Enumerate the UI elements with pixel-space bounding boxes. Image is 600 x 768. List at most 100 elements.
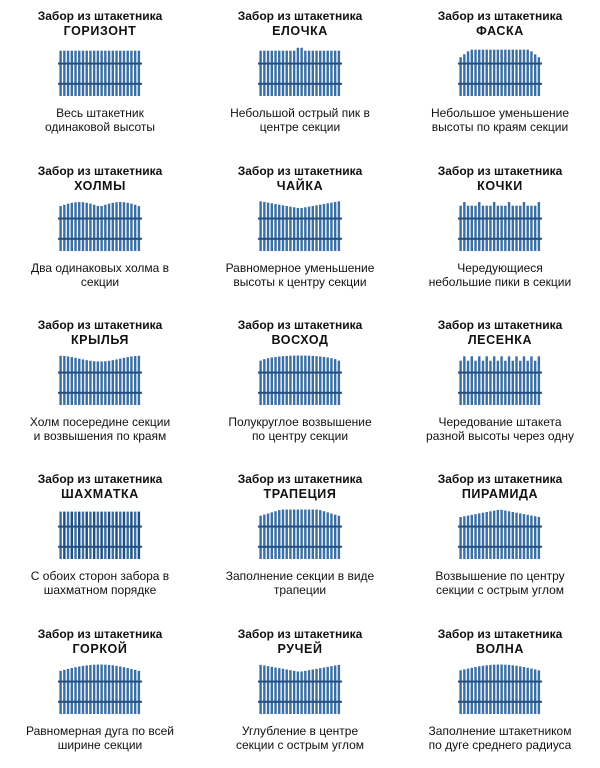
card-title: Забор из штакетника (37, 164, 163, 178)
picket (259, 664, 262, 714)
picket (92, 204, 96, 251)
picket (85, 511, 88, 559)
picket (89, 360, 92, 405)
picket (504, 205, 507, 251)
picket (107, 203, 111, 251)
picket (281, 668, 285, 714)
card-title: Забор из штакетника (237, 627, 363, 641)
fence-rail (58, 700, 142, 703)
picket (259, 515, 262, 559)
picket (85, 50, 88, 96)
picket (511, 360, 515, 405)
picket (78, 358, 81, 405)
fence-description: Чередующиеся небольшие пики в секции (428, 261, 572, 289)
picket (322, 356, 326, 405)
picket (100, 206, 103, 251)
picket (74, 50, 77, 96)
picket (119, 202, 122, 251)
picket (300, 207, 303, 251)
picket (289, 206, 292, 251)
fence-rail (58, 371, 142, 374)
picket (137, 206, 141, 251)
fence-card: Забор из штакетника ГОРКОЙ Равномерная д… (0, 627, 200, 752)
picket (474, 667, 477, 714)
fence-type-name: ЧАЙКА (276, 179, 324, 193)
picket (500, 664, 503, 714)
picket (489, 664, 492, 714)
picket (326, 357, 329, 405)
picket (304, 509, 307, 559)
picket (492, 664, 496, 714)
picket (533, 54, 537, 96)
picket (470, 205, 474, 251)
picket (485, 49, 488, 96)
fence-illustration (458, 664, 542, 714)
picket (281, 50, 285, 96)
picket (307, 509, 311, 559)
picket (130, 203, 133, 251)
picket (296, 47, 300, 96)
picket (289, 670, 292, 714)
picket (119, 511, 122, 559)
picket (519, 360, 522, 405)
picket (92, 511, 96, 559)
picket (81, 665, 85, 714)
fence-rail (458, 525, 542, 528)
picket (133, 511, 137, 559)
card-title: Забор из штакетника (437, 164, 563, 178)
picket (126, 357, 129, 405)
picket (278, 356, 281, 405)
picket (126, 50, 129, 96)
picket (466, 51, 470, 96)
card-title: Забор из штакетника (437, 627, 563, 641)
picket (285, 50, 288, 96)
picket (326, 203, 329, 251)
picket (111, 360, 115, 405)
picket (259, 50, 262, 96)
fence-illustration (458, 509, 542, 559)
fence-card: Забор из штакетника ФАСКА Небольшое умен… (400, 9, 600, 134)
picket (137, 511, 141, 559)
picket (70, 511, 74, 559)
picket (270, 512, 274, 559)
picket (330, 50, 333, 96)
fence-card: Забор из штакетника ВОСХОД Полукруглое в… (200, 318, 400, 443)
picket (66, 203, 70, 251)
card-title: Забор из штакетника (37, 627, 163, 641)
picket (519, 666, 522, 714)
picket (459, 205, 462, 251)
picket (463, 54, 466, 96)
fence-description: Два одинаковых холма в секции (30, 261, 170, 289)
fence-card: Забор из штакетника ЛЕСЕНКА Чередование … (400, 318, 600, 443)
picket (126, 511, 129, 559)
picket (307, 50, 311, 96)
picket (478, 49, 481, 96)
picket (89, 511, 92, 559)
picket (96, 50, 100, 96)
picket (66, 668, 70, 714)
fence-card: Забор из штакетника ВОЛНА Заполнение шта… (400, 627, 600, 752)
picket (96, 361, 100, 405)
picket (96, 206, 100, 251)
picket (74, 357, 77, 405)
picket (100, 664, 103, 714)
fence-description: Равномерная дуга по всей ширине секции (26, 724, 174, 752)
picket (466, 515, 470, 559)
picket (111, 511, 115, 559)
picket (311, 669, 315, 714)
picket (96, 664, 100, 714)
fence-description: Возвышение по центру секции с острым угл… (435, 569, 565, 597)
picket (66, 50, 70, 96)
picket (530, 668, 533, 714)
picket (266, 666, 270, 714)
picket (481, 512, 485, 559)
picket (522, 202, 526, 251)
picket (319, 510, 322, 559)
picket (507, 511, 511, 559)
picket (511, 205, 515, 251)
picket (111, 665, 115, 714)
picket (330, 666, 333, 714)
fence-rail (58, 545, 142, 548)
picket (137, 50, 141, 96)
fence-card: Забор из штакетника ЕЛОЧКА Небольшой ост… (200, 9, 400, 134)
